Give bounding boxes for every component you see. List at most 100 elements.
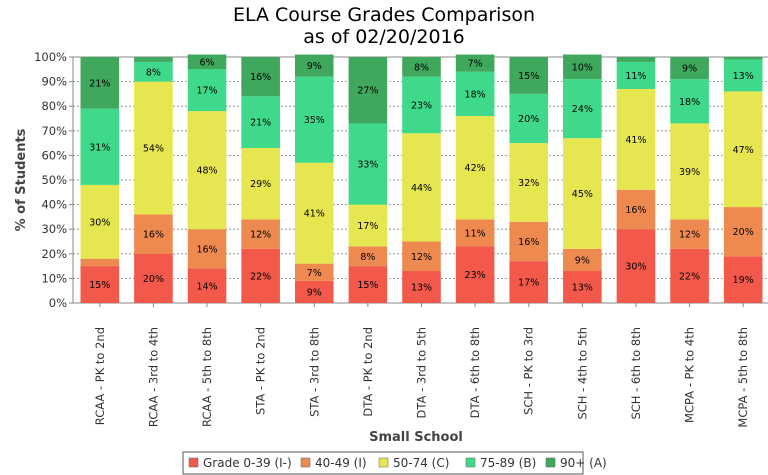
bar-segment	[294, 162, 334, 264]
data-label: 18%	[465, 89, 486, 100]
bar-segment	[241, 96, 280, 149]
bar-segment	[348, 57, 388, 124]
data-label: 8%	[414, 62, 429, 73]
data-label: 18%	[679, 97, 700, 108]
bar-segment	[402, 133, 441, 242]
data-label: 23%	[465, 270, 486, 281]
data-label: 10%	[572, 62, 593, 73]
x-tick-label: SCH - PK to 3rd	[522, 327, 536, 415]
legend-swatch	[300, 457, 311, 468]
data-label: 22%	[679, 271, 700, 282]
bar-segment	[187, 69, 227, 112]
data-label: 11%	[465, 228, 486, 239]
bar-segment	[455, 54, 495, 72]
x-tick-label: SCH - 6th to 8th	[629, 327, 643, 420]
data-label: 32%	[518, 178, 539, 189]
x-tick-label: MCPA - 5th to 8th	[736, 327, 750, 428]
bar-segment	[670, 248, 709, 303]
data-label: 21%	[89, 78, 110, 89]
x-tick-label: STA - PK to 2nd	[254, 327, 268, 415]
x-tick-label: DTA - 6th to 8th	[468, 327, 482, 418]
bar-segment	[723, 256, 763, 303]
legend-item: 90+ (A)	[560, 456, 607, 470]
bar-segment	[187, 268, 227, 303]
data-label: 16%	[625, 205, 646, 216]
bar-segment	[80, 108, 120, 185]
legend-item: 75-89 (B)	[480, 456, 536, 470]
bar-segment	[402, 76, 441, 134]
bar-segment	[402, 241, 441, 272]
bar-segment	[670, 219, 709, 249]
data-label: 16%	[196, 244, 217, 255]
y-tick-label: 10%	[41, 271, 67, 285]
bar-segment	[616, 189, 656, 230]
bar-segment	[616, 61, 656, 89]
bar-segment	[241, 148, 280, 220]
x-tick-label: MCPA - PK to 4th	[683, 327, 697, 423]
bar-segment	[723, 91, 763, 208]
y-tick-label: 20%	[41, 247, 67, 261]
data-label: 45%	[572, 189, 593, 200]
data-label: 17%	[196, 86, 217, 97]
bar-segment	[723, 59, 763, 92]
data-label: 41%	[304, 209, 325, 220]
bar-segment	[241, 57, 280, 97]
data-label: 6%	[199, 57, 214, 68]
data-label: 29%	[250, 179, 271, 190]
data-label: 9%	[307, 287, 322, 298]
bar-segment	[348, 246, 388, 267]
data-label: 13%	[411, 283, 432, 294]
y-tick-label: 40%	[41, 198, 67, 212]
data-label: 20%	[733, 227, 754, 238]
legend-item: Grade 0-39 (I-)	[203, 456, 292, 470]
bar-segment	[509, 261, 549, 303]
legend: Grade 0-39 (I-) 40-49 (I) 50-74 (C) 75-89 (…	[182, 451, 607, 475]
data-label: 42%	[465, 163, 486, 174]
bar-segment	[348, 204, 388, 247]
bar-segment	[455, 71, 495, 117]
x-tick-label: RCAA - 3rd to 4th	[146, 327, 160, 427]
bar-segment	[455, 219, 495, 247]
data-label: 12%	[411, 252, 432, 263]
bar-segment	[80, 57, 120, 109]
bar-segment	[616, 229, 656, 303]
legend-item: 50-74 (C)	[393, 456, 449, 470]
data-label: 33%	[357, 160, 378, 171]
bar-segment	[616, 88, 656, 190]
bar-segment	[509, 221, 549, 262]
bar-segment	[509, 57, 549, 94]
data-label: 48%	[196, 166, 217, 177]
data-label: 15%	[357, 280, 378, 291]
data-label: 9%	[682, 64, 697, 75]
data-label: 24%	[572, 104, 593, 115]
bar-segment	[563, 79, 602, 139]
data-label: 21%	[250, 118, 271, 129]
x-tick-label: STA - 3rd to 8th	[307, 327, 321, 417]
bar-segment	[509, 143, 549, 222]
bar-segment	[187, 229, 227, 269]
data-label: 8%	[146, 67, 161, 78]
x-tick-label: RCAA - 5th to 8th	[200, 327, 214, 427]
bar-segment	[670, 79, 709, 124]
data-label: 20%	[143, 274, 164, 285]
y-tick-label: 100%	[34, 50, 67, 64]
data-label: 9%	[575, 255, 590, 266]
data-label: 16%	[518, 237, 539, 248]
bar-segment	[455, 116, 495, 220]
data-label: 22%	[250, 271, 271, 282]
y-tick-label: 30%	[41, 222, 67, 236]
bar-segment	[670, 123, 709, 220]
data-label: 31%	[89, 142, 110, 153]
data-label: 35%	[304, 115, 325, 126]
bar-segment	[402, 57, 441, 77]
bar-segment	[294, 76, 334, 163]
data-label: 19%	[733, 275, 754, 286]
bar-segment	[402, 271, 441, 303]
bar-segment	[294, 263, 334, 281]
chart-title-line-1: ELA Course Grades Comparison	[233, 4, 535, 26]
data-label: 13%	[572, 283, 593, 294]
y-tick-label: 90%	[41, 75, 67, 89]
bar-segment	[134, 57, 173, 62]
data-label: 9%	[307, 61, 322, 72]
y-tick-label: 50%	[41, 173, 67, 187]
